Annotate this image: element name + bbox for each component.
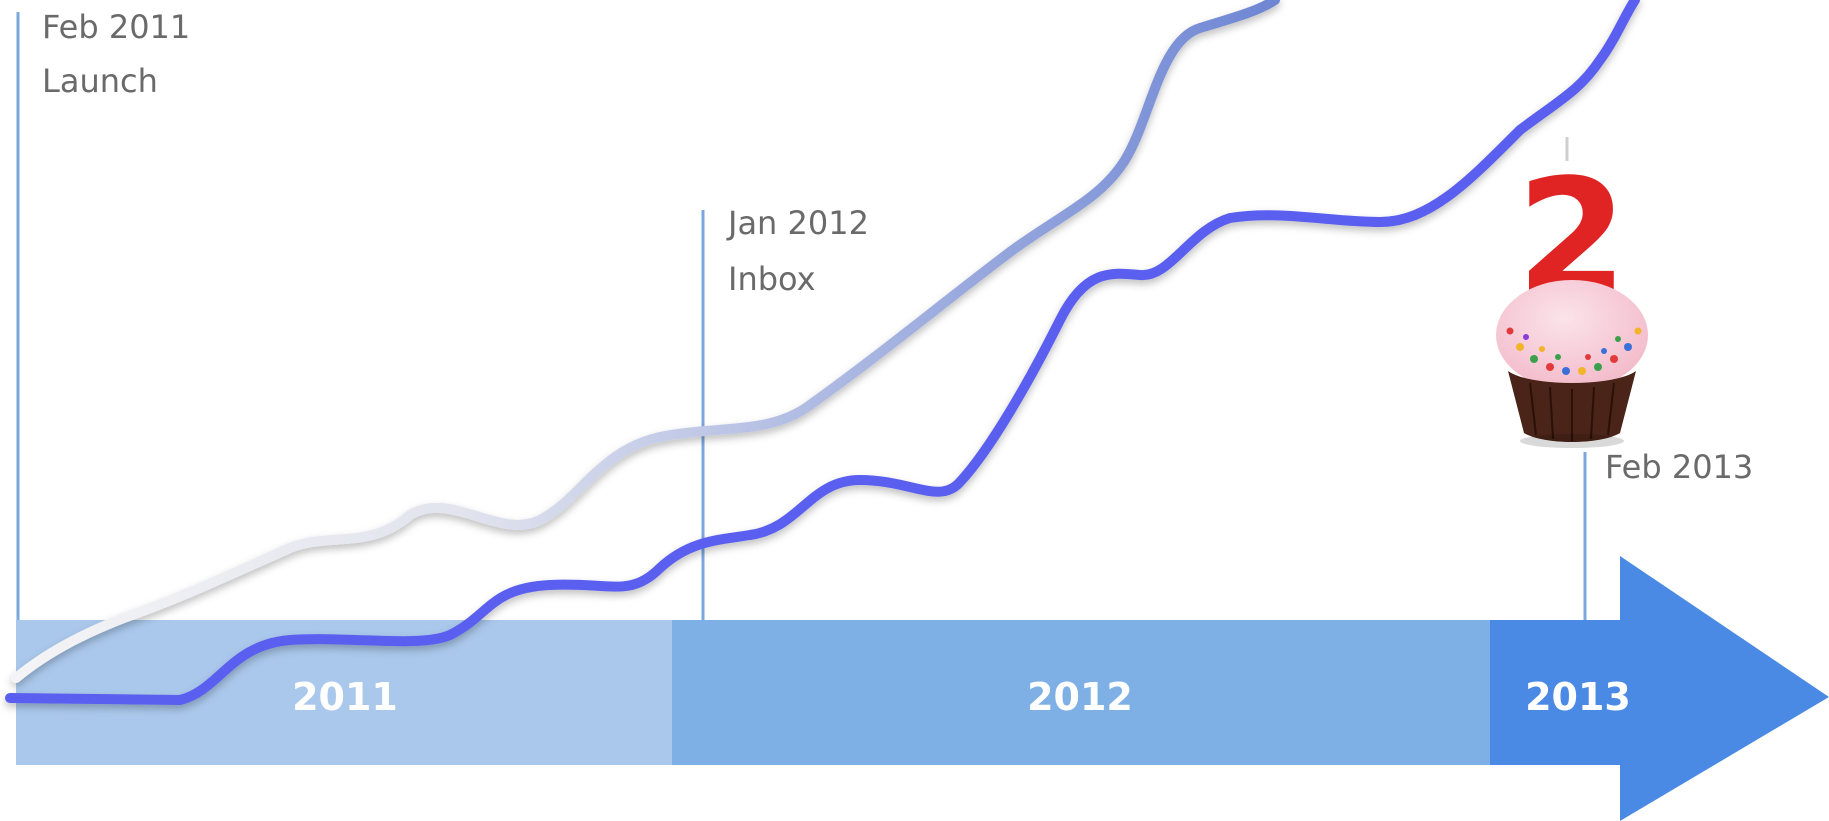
milestone-inbox: Jan 2012 Inbox: [726, 204, 869, 298]
growth-curve-lower: [5, 0, 1640, 706]
year-band-2013: [1490, 620, 1620, 765]
milestone-launch: Feb 2011 Launch: [42, 8, 190, 100]
growth-curve-upper: [11, 0, 1280, 683]
milestone-inbox-label: Inbox: [728, 260, 816, 298]
milestone-inbox-date: Jan 2012: [726, 204, 869, 242]
cupcake-wrapper-ridges: [1529, 382, 1615, 441]
birthday-cupcake-icon: 2: [1496, 137, 1648, 448]
cupcake-sprinkles: [1506, 327, 1642, 375]
year-arrow: [16, 556, 1829, 821]
year-label-2012: 2012: [1027, 675, 1133, 719]
milestone-launch-date: Feb 2011: [42, 8, 190, 46]
year-label-2013: 2013: [1525, 675, 1631, 719]
arrow-head: [1620, 556, 1829, 821]
year-band-2012: [672, 620, 1490, 765]
milestone-launch-label: Launch: [42, 62, 158, 100]
milestone-feb-2013-date: Feb 2013: [1605, 448, 1753, 486]
year-label-2011: 2011: [292, 675, 398, 719]
cupcake-shadow: [1520, 434, 1624, 448]
milestone-feb-2013: Feb 2013: [1605, 448, 1753, 486]
cupcake-frosting: [1496, 280, 1648, 390]
